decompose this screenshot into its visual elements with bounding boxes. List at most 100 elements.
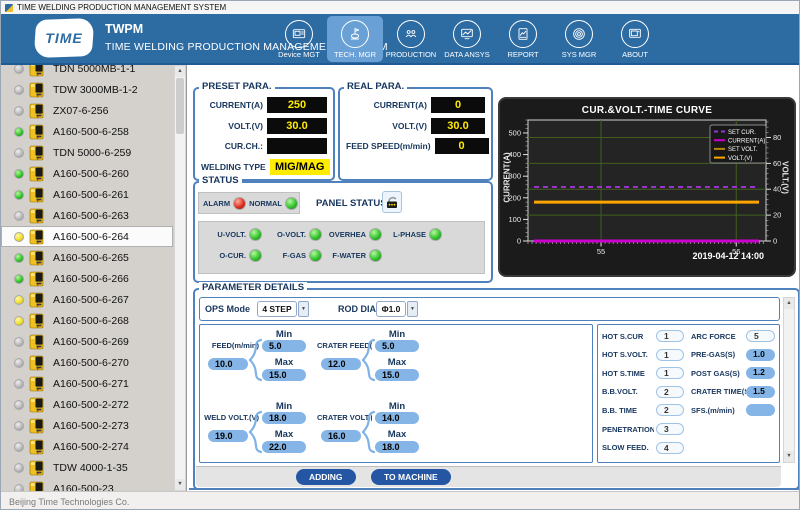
max-value-input[interactable]: 15.0 [375, 369, 419, 381]
min-label: Min [375, 329, 419, 340]
scroll-up-icon[interactable]: ▲ [784, 298, 794, 309]
indicator-u-volt: U-VOLT. [204, 228, 262, 241]
device-sidebar: TDN 5000MB-1-1TDW 3000MB-1-2 ZX07-6-256 A1… [1, 65, 187, 491]
device-item-a160-500-23[interactable]: A160-500-23 [1, 478, 173, 491]
brace-icon [360, 410, 376, 454]
min-value-input[interactable]: 14.0 [375, 412, 419, 424]
welder-machine-icon [29, 249, 44, 266]
device-item-tdw-3000mb-1-2[interactable]: TDW 3000MB-1-2 [1, 79, 173, 100]
dropdown-arrow-icon[interactable]: ▼ [298, 301, 309, 317]
min-label: Min [375, 401, 419, 412]
device-status-led-icon [14, 421, 24, 431]
device-item-a160-500-6-258[interactable]: A160-500-6-258 [1, 121, 173, 142]
nav-label: SYS MGR [562, 50, 597, 59]
nav-label: REPORT [507, 50, 538, 59]
window-titlebar: TIME WELDING PRODUCTION MANAGEMENT SYSTE… [1, 1, 800, 14]
device-item-a160-500-6-271[interactable]: A160-500-6-271 [1, 373, 173, 394]
max-value-input[interactable]: 15.0 [262, 369, 306, 381]
nav-tech-mgr[interactable]: TECH. MGR [327, 16, 383, 62]
device-item-a160-500-2-272[interactable]: A160-500-2-272 [1, 394, 173, 415]
current-value-input[interactable]: 16.0 [321, 430, 361, 442]
indicator-label: O-CUR. [219, 251, 246, 260]
svg-text:CURRENT(A): CURRENT(A) [728, 139, 765, 145]
device-item-tdn-5000mb-1-1[interactable]: TDN 5000MB-1-1 [1, 65, 173, 79]
device-label: ZX07-6-256 [53, 105, 108, 117]
extra-label: HOT S.CUR [602, 332, 654, 341]
device-item-a160-500-6-263[interactable]: A160-500-6-263 [1, 205, 173, 226]
extra-label: SLOW FEED. [602, 443, 654, 452]
nav-device-mgt[interactable]: Device MGT [271, 16, 327, 62]
svg-text:55: 55 [597, 247, 605, 256]
device-item-a160-500-6-264[interactable]: A160-500-6-264 [1, 226, 173, 247]
extra-value-input[interactable]: 4 [656, 442, 684, 454]
extras-row: HOT S.TIME1POST GAS(S)1.2 [598, 367, 779, 381]
extra-value-input[interactable]: 1 [656, 349, 684, 361]
ops-mode-select[interactable]: 4 STEP ▼ [257, 301, 309, 317]
current-value-input[interactable]: 10.0 [208, 358, 248, 370]
scroll-down-icon[interactable]: ▼ [175, 479, 185, 490]
extras-row: SLOW FEED.4 [598, 442, 779, 456]
min-value-input[interactable]: 18.0 [262, 412, 306, 424]
nav-report[interactable]: REPORT [495, 16, 551, 62]
to-machine-button[interactable]: TO MACHINE [371, 469, 451, 485]
adding-button[interactable]: ADDING [296, 469, 356, 485]
app-header: TIME TWPM TIME WELDING PRODUCTION MANAGE… [1, 14, 800, 65]
param-group-crater-volt-v: MinCRATER VOLT.(V)14.016.0Max18.0 [317, 401, 427, 455]
extra-value-input[interactable] [746, 404, 775, 416]
current-value-input[interactable]: 19.0 [208, 430, 248, 442]
device-status-led-icon [14, 253, 24, 263]
device-status-led-icon [14, 190, 24, 200]
device-item-tdw-4000-1-35[interactable]: TDW 4000-1-35 [1, 457, 173, 478]
device-status-led-icon [14, 169, 24, 179]
nav-sys-mgr[interactable]: SYS MGR [551, 16, 607, 62]
extra-value-input[interactable]: 3 [656, 423, 684, 435]
scroll-down-icon[interactable]: ▼ [784, 451, 794, 462]
extra-value-input[interactable]: 1 [656, 367, 684, 379]
current-value-input[interactable]: 12.0 [321, 358, 361, 370]
panel-unlock-icon[interactable] [382, 191, 402, 213]
device-item-a160-500-6-260[interactable]: A160-500-6-260 [1, 163, 173, 184]
scroll-up-icon[interactable]: ▲ [175, 66, 185, 77]
extra-label: SFS.(m/min) [691, 406, 746, 415]
device-item-a160-500-6-261[interactable]: A160-500-6-261 [1, 184, 173, 205]
device-item-a160-500-6-268[interactable]: A160-500-6-268 [1, 310, 173, 331]
device-item-a160-500-6-266[interactable]: A160-500-6-266 [1, 268, 173, 289]
extra-value-input[interactable]: 1.0 [746, 349, 775, 361]
max-value-input[interactable]: 18.0 [375, 441, 419, 453]
sidebar-scroll-thumb[interactable] [176, 78, 184, 134]
about-screen-icon [621, 20, 649, 48]
sidebar-scrollbar[interactable]: ▲ ▼ [174, 65, 186, 491]
min-value-input[interactable]: 5.0 [262, 340, 306, 352]
param-groups-box: MinFEED(m/min)5.010.0Max15.0MinCRATER FE… [199, 324, 593, 463]
extra-value-input[interactable]: 1 [656, 330, 684, 342]
rod-dia-select[interactable]: Φ1.0 ▼ [376, 301, 418, 317]
svg-text:VOLT.(V): VOLT.(V) [728, 156, 752, 162]
chart-ylabel-left: CURRENT(A) [503, 128, 512, 228]
nav-about[interactable]: ABOUT [607, 16, 663, 62]
welder-machine-icon [29, 165, 44, 182]
extra-value-input[interactable]: 2 [656, 386, 684, 398]
nav-label: Device MGT [278, 50, 320, 59]
device-item-a160-500-2-273[interactable]: A160-500-2-273 [1, 415, 173, 436]
device-item-a160-500-2-274[interactable]: A160-500-2-274 [1, 436, 173, 457]
nav-data-ansys[interactable]: DATA ANSYS [439, 16, 495, 62]
nav-production[interactable]: PRODUCTION [383, 16, 439, 62]
extra-value-input[interactable]: 5 [746, 330, 775, 342]
device-status-led-icon [14, 211, 24, 221]
params-scrollbar[interactable]: ▲ ▼ [783, 297, 795, 463]
dropdown-arrow-icon[interactable]: ▼ [407, 301, 418, 317]
device-item-zx07-6-256[interactable]: ZX07-6-256 [1, 100, 173, 121]
device-item-tdn-5000-6-259[interactable]: TDN 5000-6-259 [1, 142, 173, 163]
extra-value-input[interactable]: 2 [656, 404, 684, 416]
device-item-a160-500-6-270[interactable]: A160-500-6-270 [1, 352, 173, 373]
extra-value-input[interactable]: 1.5 [746, 386, 775, 398]
welder-machine-icon [29, 102, 44, 119]
extra-value-input[interactable]: 1.2 [746, 367, 775, 379]
green-led-icon [249, 249, 262, 262]
preset-para-title: PRESET PARA. [199, 81, 275, 92]
min-value-input[interactable]: 5.0 [375, 340, 419, 352]
device-item-a160-500-6-265[interactable]: A160-500-6-265 [1, 247, 173, 268]
max-value-input[interactable]: 22.0 [262, 441, 306, 453]
device-item-a160-500-6-269[interactable]: A160-500-6-269 [1, 331, 173, 352]
device-item-a160-500-6-267[interactable]: A160-500-6-267 [1, 289, 173, 310]
